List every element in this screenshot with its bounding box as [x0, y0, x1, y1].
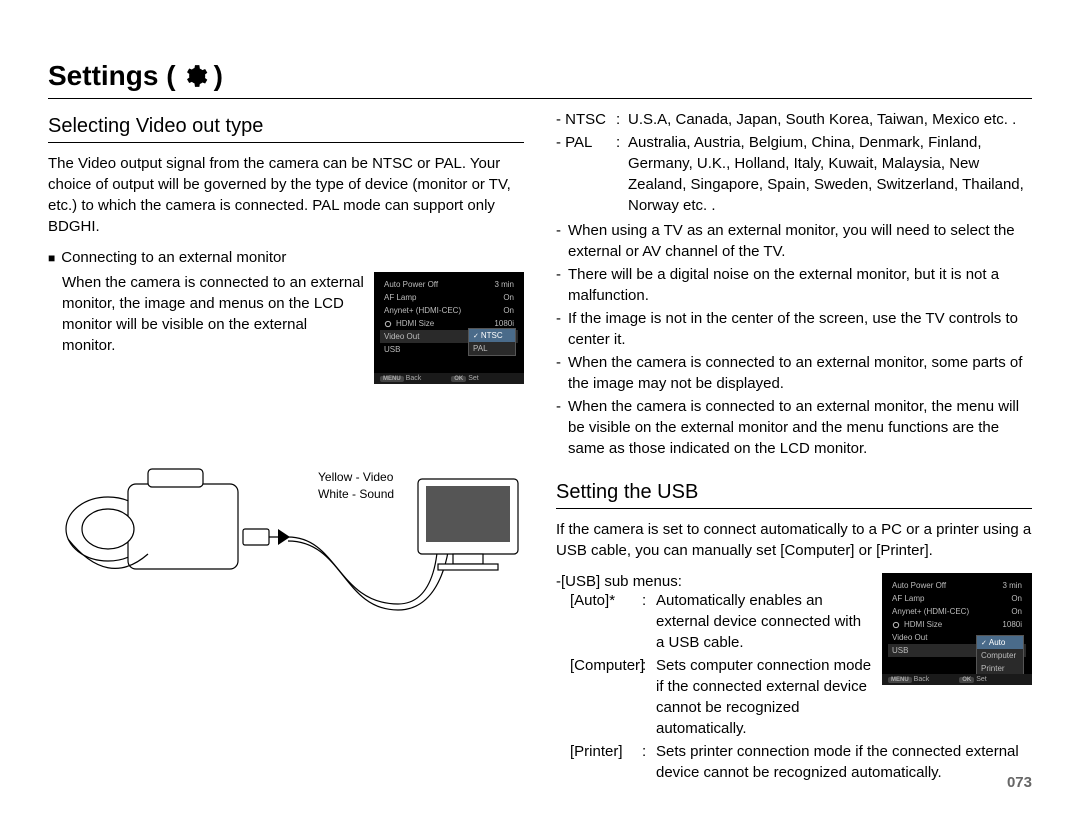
- camera-tv-diagram: Yellow - Video White - Sound: [58, 414, 524, 634]
- usb-sub-menus-label: -[USB] sub menus:: [556, 573, 872, 590]
- title-suffix: ): [214, 60, 223, 92]
- section-title-video-out: Selecting Video out type: [48, 115, 524, 143]
- white-sound-label: White - Sound: [318, 486, 394, 503]
- gear-icon: [384, 320, 392, 328]
- gear-icon: [182, 63, 208, 89]
- right-column: - NTSC:U.S.A, Canada, Japan, South Korea…: [556, 109, 1032, 785]
- subhead-external-monitor: Connecting to an external monitor: [48, 249, 524, 266]
- video-out-intro: The Video output signal from the camera …: [48, 153, 524, 237]
- page-title: Settings ( ): [48, 60, 1032, 99]
- lcd-popup-video-out: NTSC PAL: [468, 328, 516, 356]
- gear-icon: [892, 621, 900, 629]
- title-text: Settings (: [48, 60, 176, 92]
- lcd-popup-usb: Auto Computer Printer: [976, 635, 1024, 676]
- section-title-usb: Setting the USB: [556, 481, 1032, 509]
- lcd-screenshot-usb: Auto Power Off3 min AF LampOn Anynet+ (H…: [882, 573, 1032, 685]
- page-number: 073: [1007, 774, 1032, 791]
- yellow-video-label: Yellow - Video: [318, 469, 394, 486]
- external-monitor-text: When the camera is connected to an exter…: [48, 272, 364, 356]
- usb-intro: If the camera is set to connect automati…: [556, 519, 1032, 561]
- left-column: Selecting Video out type The Video outpu…: [48, 109, 524, 785]
- lcd-screenshot-video-out: Auto Power Off3 min AF LampOn Anynet+ (H…: [374, 272, 524, 384]
- cable-labels: Yellow - Video White - Sound: [318, 469, 394, 503]
